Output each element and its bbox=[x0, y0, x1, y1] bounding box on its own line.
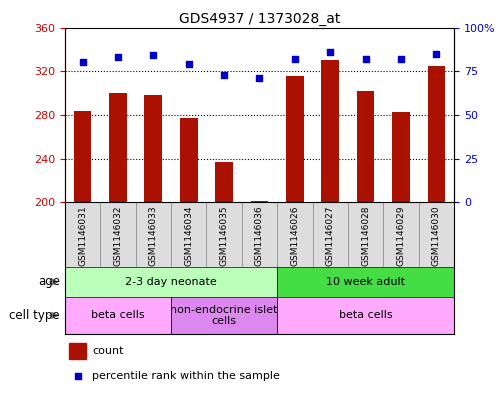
Text: 10 week adult: 10 week adult bbox=[326, 277, 405, 287]
Point bbox=[149, 52, 157, 59]
Point bbox=[78, 59, 86, 66]
Bar bbox=[215, 162, 233, 202]
Text: GSM1146027: GSM1146027 bbox=[326, 206, 335, 266]
Bar bbox=[180, 118, 198, 202]
Bar bbox=[419, 202, 454, 267]
Bar bbox=[242, 202, 277, 267]
Text: age: age bbox=[38, 275, 60, 288]
Bar bbox=[171, 297, 277, 334]
Bar bbox=[65, 202, 100, 267]
Bar bbox=[100, 202, 136, 267]
Text: GSM1146026: GSM1146026 bbox=[290, 206, 299, 266]
Text: GSM1146033: GSM1146033 bbox=[149, 206, 158, 266]
Text: beta cells: beta cells bbox=[339, 310, 392, 320]
Point bbox=[433, 51, 441, 57]
Point bbox=[362, 56, 370, 62]
Bar bbox=[383, 202, 419, 267]
Bar bbox=[136, 202, 171, 267]
Text: GSM1146036: GSM1146036 bbox=[255, 206, 264, 266]
Point bbox=[291, 56, 299, 62]
Bar bbox=[312, 202, 348, 267]
Text: 2-3 day neonate: 2-3 day neonate bbox=[125, 277, 217, 287]
Point bbox=[326, 49, 334, 55]
Text: beta cells: beta cells bbox=[91, 310, 145, 320]
Bar bbox=[250, 201, 268, 202]
Point bbox=[255, 75, 263, 81]
Bar bbox=[65, 297, 171, 334]
Bar bbox=[145, 95, 162, 202]
Text: non-endocrine islet
cells: non-endocrine islet cells bbox=[170, 305, 278, 326]
Text: GSM1146029: GSM1146029 bbox=[397, 206, 406, 266]
Text: percentile rank within the sample: percentile rank within the sample bbox=[92, 371, 280, 381]
Title: GDS4937 / 1373028_at: GDS4937 / 1373028_at bbox=[179, 13, 340, 26]
Text: GSM1146031: GSM1146031 bbox=[78, 206, 87, 266]
Bar bbox=[357, 91, 374, 202]
Bar bbox=[392, 112, 410, 202]
Bar bbox=[286, 75, 304, 202]
Bar bbox=[277, 267, 454, 297]
Bar bbox=[74, 110, 91, 202]
Bar bbox=[277, 202, 312, 267]
Bar bbox=[65, 267, 277, 297]
Text: GSM1146032: GSM1146032 bbox=[113, 206, 122, 266]
Text: count: count bbox=[92, 346, 124, 356]
Bar bbox=[109, 93, 127, 202]
Point bbox=[114, 54, 122, 61]
Text: cell type: cell type bbox=[9, 309, 60, 322]
Bar bbox=[69, 343, 86, 360]
Text: GSM1146034: GSM1146034 bbox=[184, 206, 193, 266]
Bar bbox=[171, 202, 207, 267]
Point bbox=[185, 61, 193, 67]
Bar bbox=[428, 66, 445, 202]
Point bbox=[74, 373, 82, 380]
Text: GSM1146035: GSM1146035 bbox=[220, 206, 229, 266]
Bar bbox=[348, 202, 383, 267]
Text: GSM1146028: GSM1146028 bbox=[361, 206, 370, 266]
Point bbox=[220, 72, 228, 78]
Bar bbox=[277, 297, 454, 334]
Text: GSM1146030: GSM1146030 bbox=[432, 206, 441, 266]
Bar bbox=[321, 60, 339, 202]
Bar bbox=[207, 202, 242, 267]
Point bbox=[397, 56, 405, 62]
